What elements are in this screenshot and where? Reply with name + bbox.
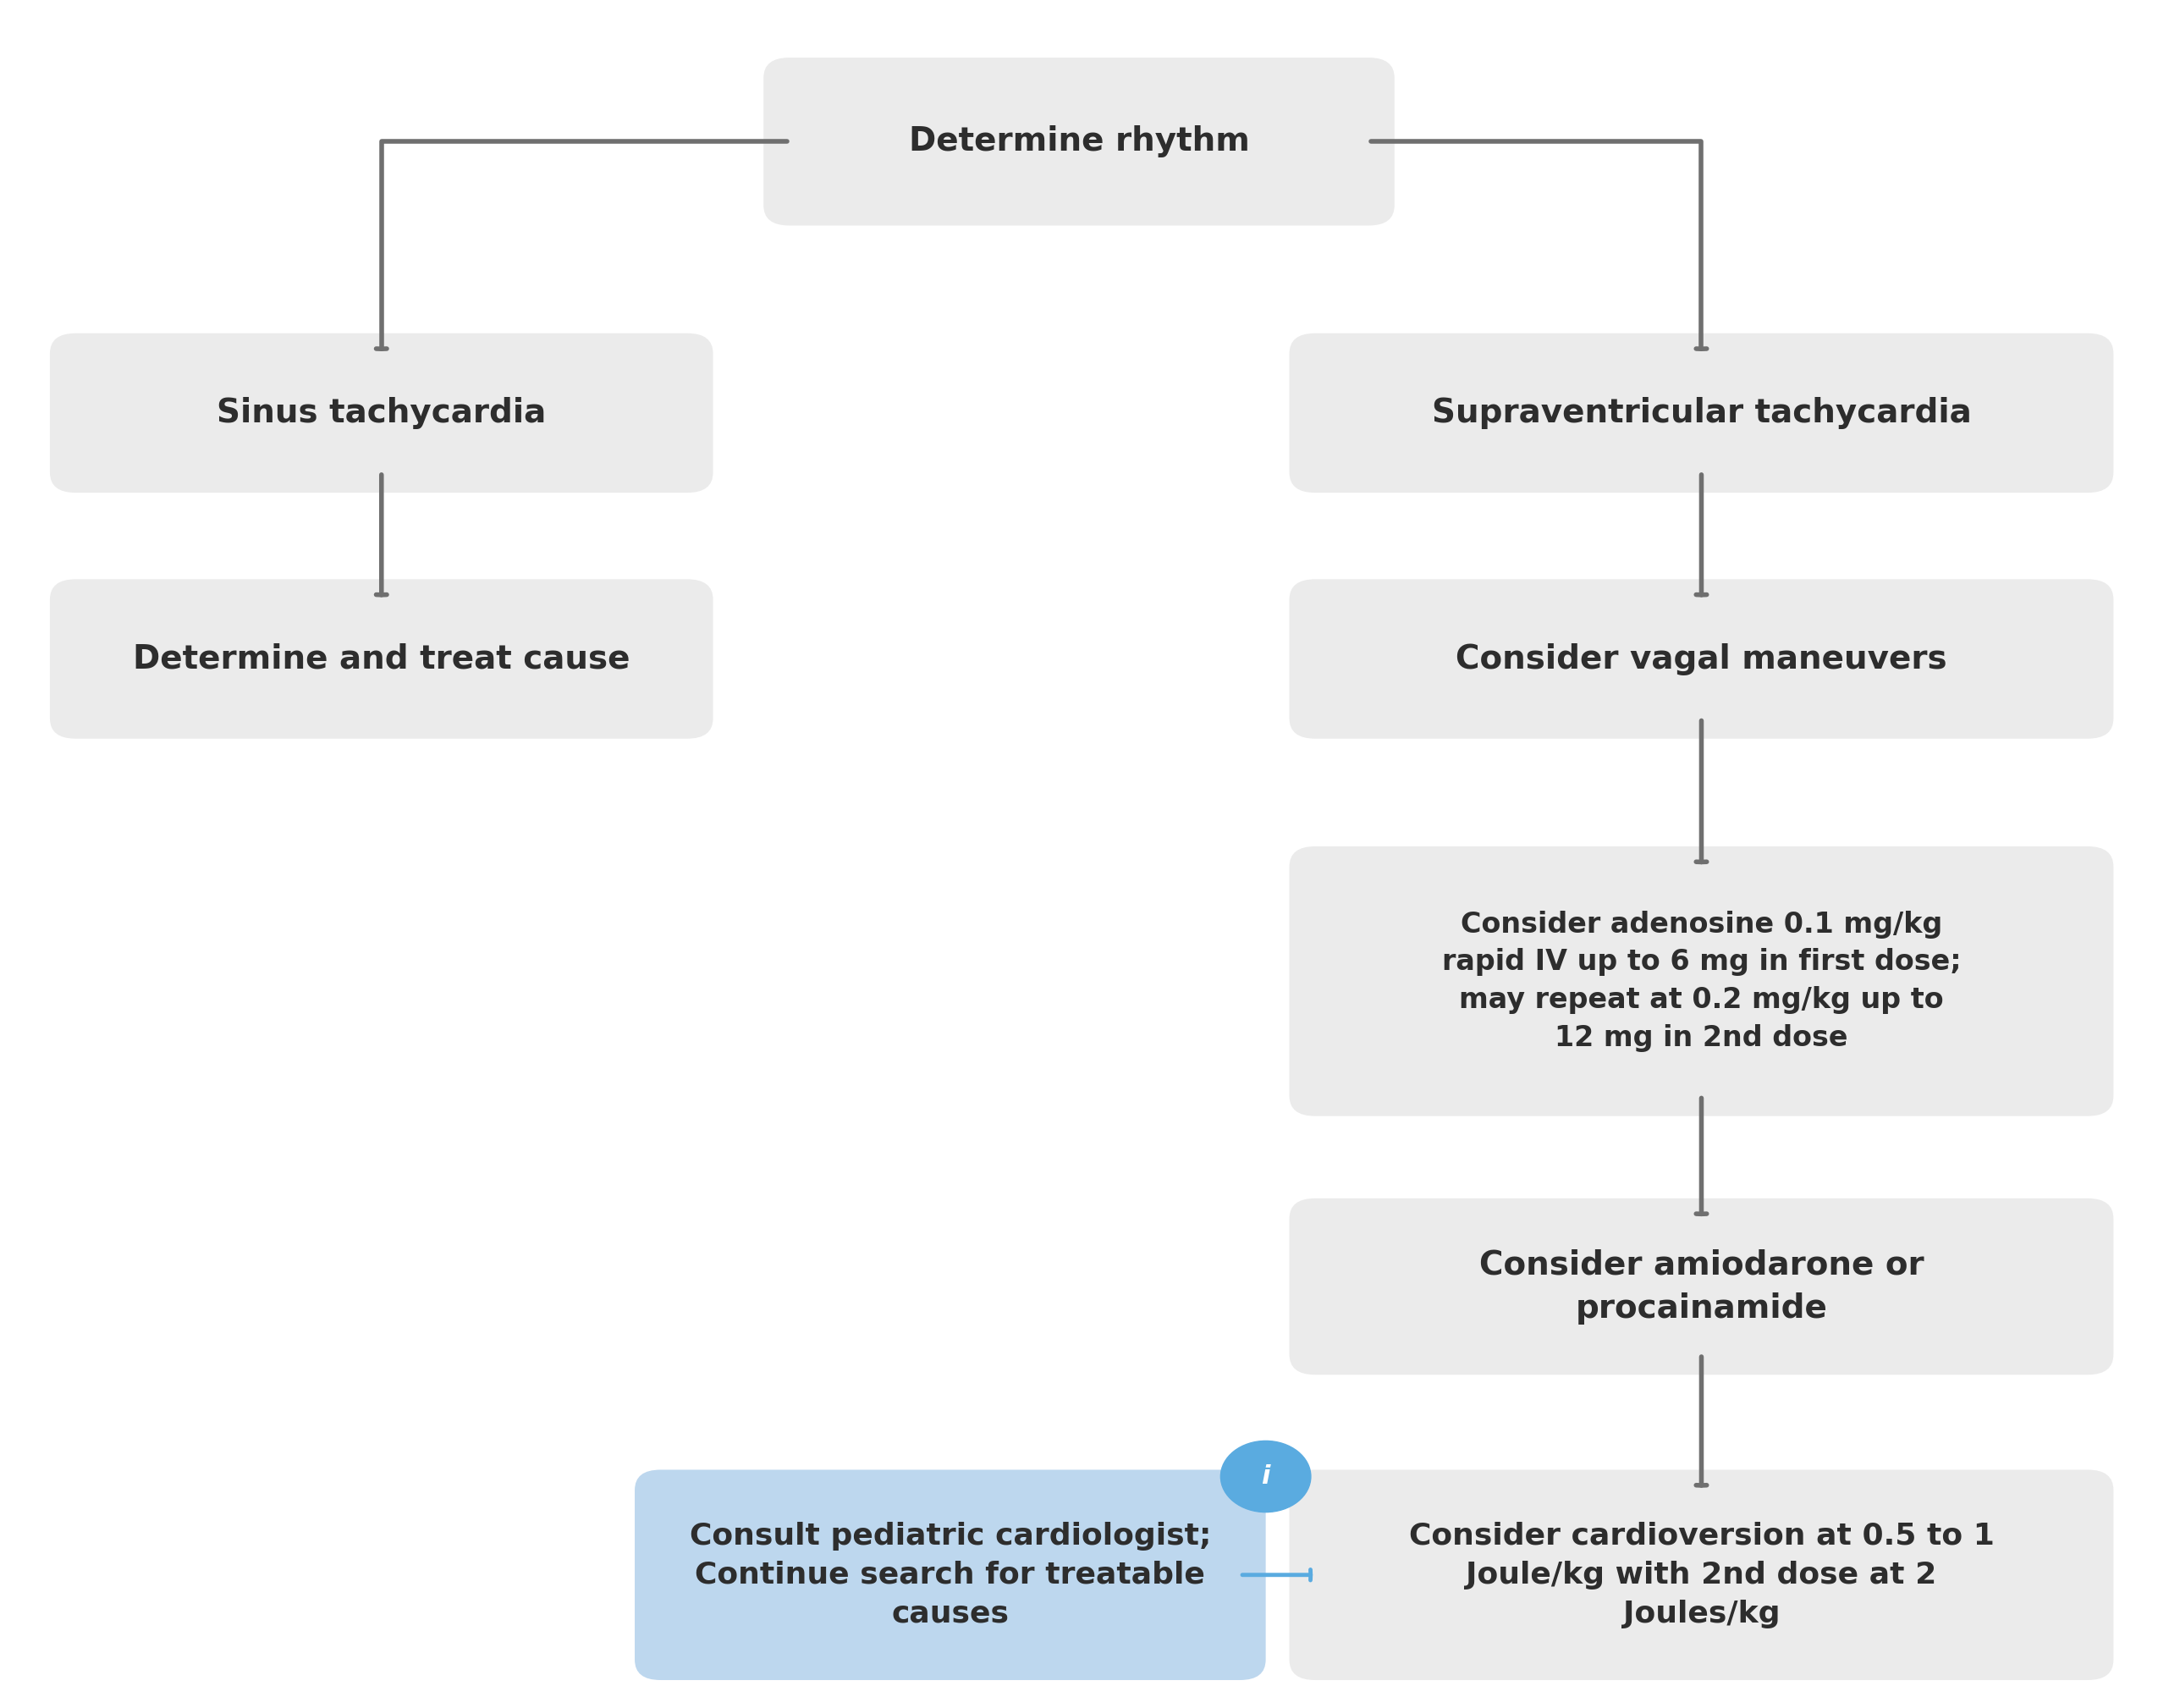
Text: Determine and treat cause: Determine and treat cause: [134, 642, 630, 675]
Text: Consult pediatric cardiologist;
Continue search for treatable
causes: Consult pediatric cardiologist; Continue…: [688, 1522, 1211, 1628]
Text: Determine rhythm: Determine rhythm: [909, 125, 1249, 157]
FancyBboxPatch shape: [764, 58, 1394, 225]
Circle shape: [1221, 1442, 1310, 1512]
Text: Supraventricular tachycardia: Supraventricular tachycardia: [1431, 396, 1970, 429]
Text: i: i: [1260, 1464, 1271, 1489]
Text: Consider amiodarone or
procainamide: Consider amiodarone or procainamide: [1478, 1249, 1923, 1324]
FancyBboxPatch shape: [1288, 579, 2113, 738]
Text: Consider adenosine 0.1 mg/kg
rapid IV up to 6 mg in first dose;
may repeat at 0.: Consider adenosine 0.1 mg/kg rapid IV up…: [1442, 910, 1962, 1052]
FancyBboxPatch shape: [634, 1471, 1267, 1681]
Text: Sinus tachycardia: Sinus tachycardia: [216, 396, 546, 429]
FancyBboxPatch shape: [1288, 1199, 2113, 1375]
Text: Consider cardioversion at 0.5 to 1
Joule/kg with 2nd dose at 2
Joules/kg: Consider cardioversion at 0.5 to 1 Joule…: [1409, 1522, 1994, 1628]
Text: Consider vagal maneuvers: Consider vagal maneuvers: [1457, 642, 1947, 675]
FancyBboxPatch shape: [50, 333, 712, 492]
FancyBboxPatch shape: [1288, 333, 2113, 492]
FancyBboxPatch shape: [1288, 1471, 2113, 1681]
FancyBboxPatch shape: [1288, 847, 2113, 1115]
FancyBboxPatch shape: [50, 579, 712, 738]
